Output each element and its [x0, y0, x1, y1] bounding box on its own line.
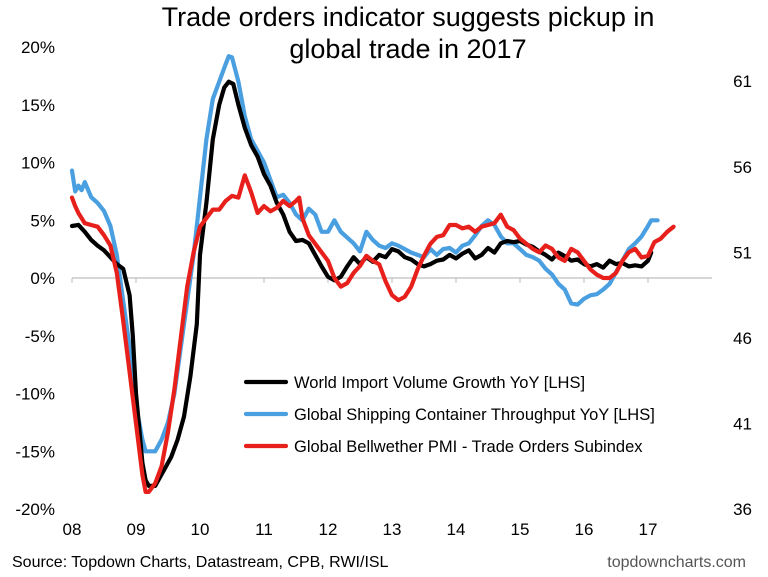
y-right-tick-label: 51: [733, 243, 752, 262]
y-right-tick-label: 61: [733, 72, 752, 91]
series-line-2: [69, 173, 676, 494]
legend: World Import Volume Growth YoY [LHS] Glob…: [243, 374, 655, 456]
x-tick-label: 17: [639, 520, 658, 539]
y-right-tick-label: 56: [733, 158, 752, 177]
x-tick-label: 09: [127, 520, 146, 539]
x-tick-label: 16: [575, 520, 594, 539]
legend-label-0: World Import Volume Growth YoY [LHS]: [294, 374, 585, 392]
watermark: topdowncharts.com: [607, 554, 746, 571]
y-left-tick-label: -20%: [15, 500, 55, 519]
series-lines: [69, 54, 676, 494]
x-tick-label: 12: [319, 520, 338, 539]
y-right-tick-label: 41: [733, 414, 752, 433]
x-tick-label: 13: [383, 520, 402, 539]
y-left-tick-label: 0%: [30, 269, 55, 288]
x-tick-label: 11: [255, 520, 273, 539]
x-tick-label: 15: [511, 520, 530, 539]
legend-label-1: Global Shipping Container Throughput YoY…: [294, 406, 655, 424]
y-left-tick-label: -5%: [25, 327, 55, 346]
source-note: Source: Topdown Charts, Datastream, CPB,…: [12, 554, 389, 571]
y-right-tick-label: 46: [733, 329, 752, 348]
chart-title: Trade orders indicator suggests pickup i…: [162, 2, 655, 64]
title-line-1: Trade orders indicator suggests pickup i…: [162, 2, 655, 32]
title-line-2: global trade in 2017: [289, 34, 526, 64]
y-left-tick-label: 20%: [21, 38, 55, 57]
y-right-tick-label: 36: [733, 500, 752, 519]
y-left-tick-label: 5%: [30, 211, 55, 230]
y-left-tick-label: -15%: [15, 442, 55, 461]
y-left-tick-label: 15%: [21, 96, 55, 115]
axes: 08 09 10 11 12 13 14 15 16 17 20% 15% 10% 5% 0% -5% -10%…: [15, 38, 752, 539]
y-left-tick-label: 10%: [21, 154, 55, 173]
x-tick-label: 10: [191, 520, 210, 539]
x-tick-label: 08: [63, 520, 82, 539]
y-left-tick-label: -10%: [15, 385, 55, 404]
series-line-0: [69, 79, 654, 488]
series-line-1: [69, 54, 660, 454]
legend-label-2: Global Bellwether PMI - Trade Orders Sub…: [294, 438, 643, 456]
x-tick-label: 14: [447, 520, 466, 539]
